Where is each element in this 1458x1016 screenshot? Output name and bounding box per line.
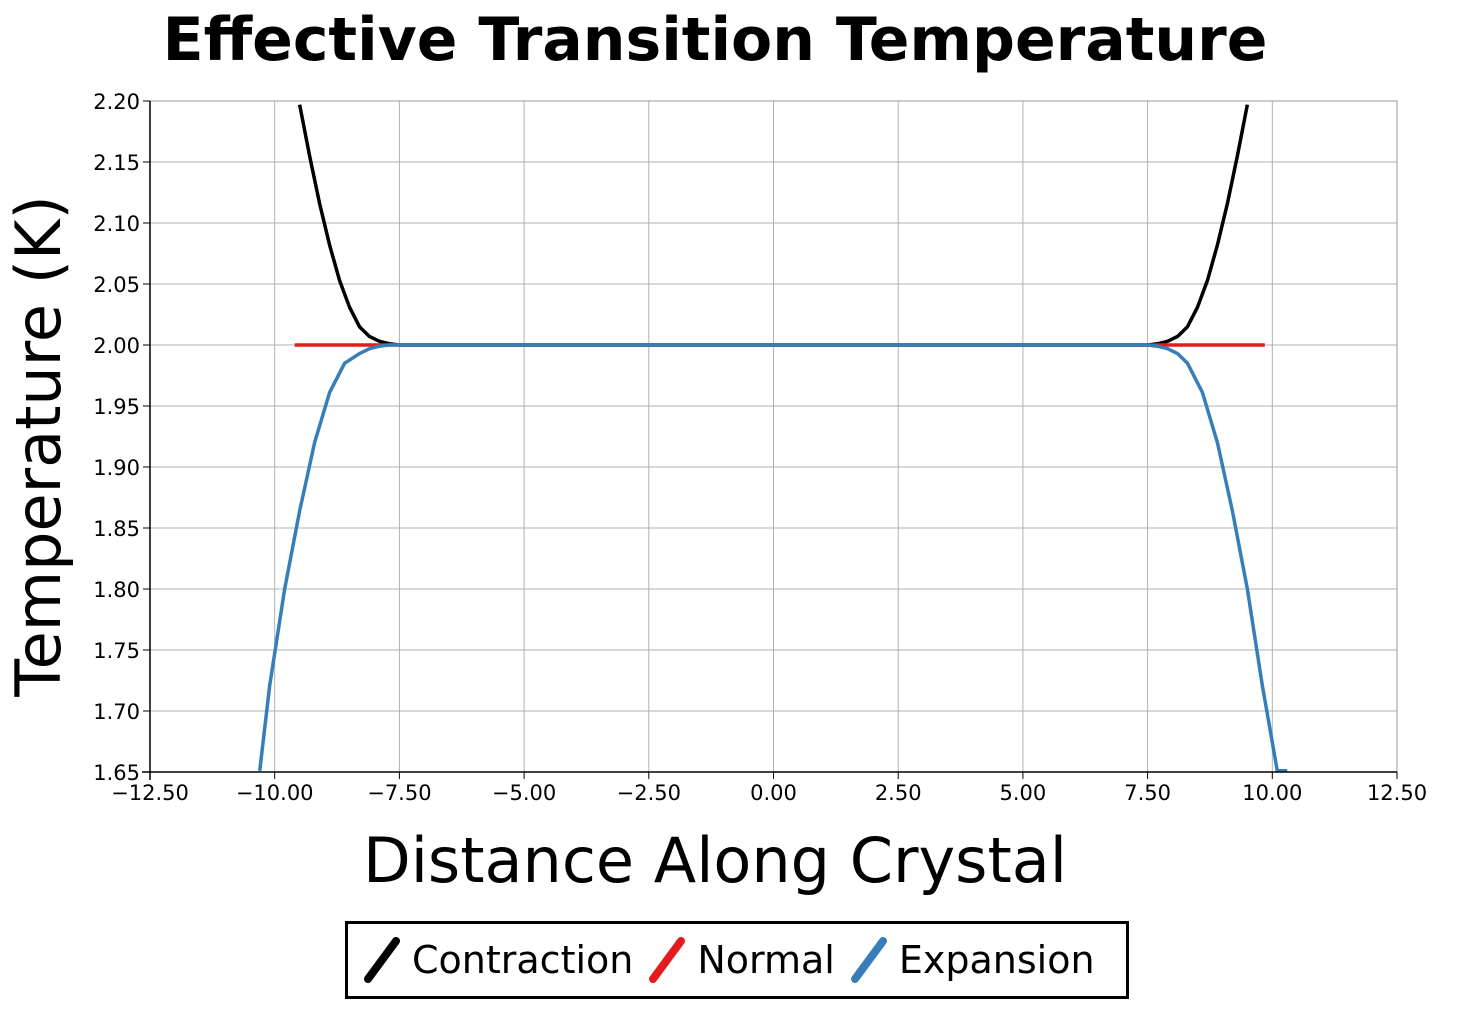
y-tick-label: 2.20	[93, 90, 140, 114]
x-tick-label: 0.00	[750, 781, 797, 805]
y-tick-label: 2.00	[93, 334, 140, 358]
legend-swatch-normal	[649, 937, 686, 983]
x-tick-label: −10.00	[236, 781, 314, 805]
x-tick-label: −5.00	[492, 781, 556, 805]
y-axis-title: Temperature (K)	[2, 195, 75, 697]
y-tick-label: 2.05	[93, 273, 140, 297]
legend-item-normal: Normal	[647, 935, 835, 985]
x-tick-label: −12.50	[111, 781, 189, 805]
x-tick-label: 10.00	[1242, 781, 1302, 805]
series-line-expansion	[258, 343, 1288, 772]
y-tick-label: 2.10	[93, 212, 140, 236]
x-tick-label: −2.50	[617, 781, 681, 805]
legend-label-contraction: Contraction	[412, 938, 634, 982]
x-tick-label: −7.50	[367, 781, 431, 805]
legend-label-normal: Normal	[697, 938, 835, 982]
y-tick-label: 1.85	[93, 517, 140, 541]
y-tick-label: 1.80	[93, 578, 140, 602]
legend: Contraction Normal Expansion	[345, 921, 1129, 999]
y-tick-label: 1.95	[93, 395, 140, 419]
y-tick-label: 1.75	[93, 639, 140, 663]
legend-swatch-expansion	[850, 937, 887, 983]
tick-label-layer: −12.50 −10.00 −7.50 −5.00 −2.50 0.00 2.50 5.00 7…	[93, 90, 1427, 805]
legend-item-contraction: Contraction	[362, 935, 633, 985]
grid-layer	[149, 100, 1398, 773]
x-tick-label: 7.50	[1124, 781, 1171, 805]
x-tick-label: 5.00	[1000, 781, 1047, 805]
legend-label-expansion: Expansion	[898, 938, 1095, 982]
x-axis-title: Distance Along Crystal	[363, 824, 1067, 897]
y-tick-label: 2.15	[93, 151, 140, 175]
x-tick-label: 12.50	[1367, 781, 1427, 805]
chart-title: Effective Transition Temperature	[162, 5, 1268, 75]
y-tick-label: 1.90	[93, 456, 140, 480]
series-layer	[258, 104, 1288, 772]
y-tick-label: 1.70	[93, 700, 140, 724]
legend-swatch-contraction	[364, 937, 400, 983]
axes-layer	[142, 100, 1398, 780]
x-tick-label: 2.50	[875, 781, 922, 805]
legend-item-expansion: Expansion	[849, 935, 1095, 985]
y-tick-label: 1.65	[93, 761, 140, 785]
